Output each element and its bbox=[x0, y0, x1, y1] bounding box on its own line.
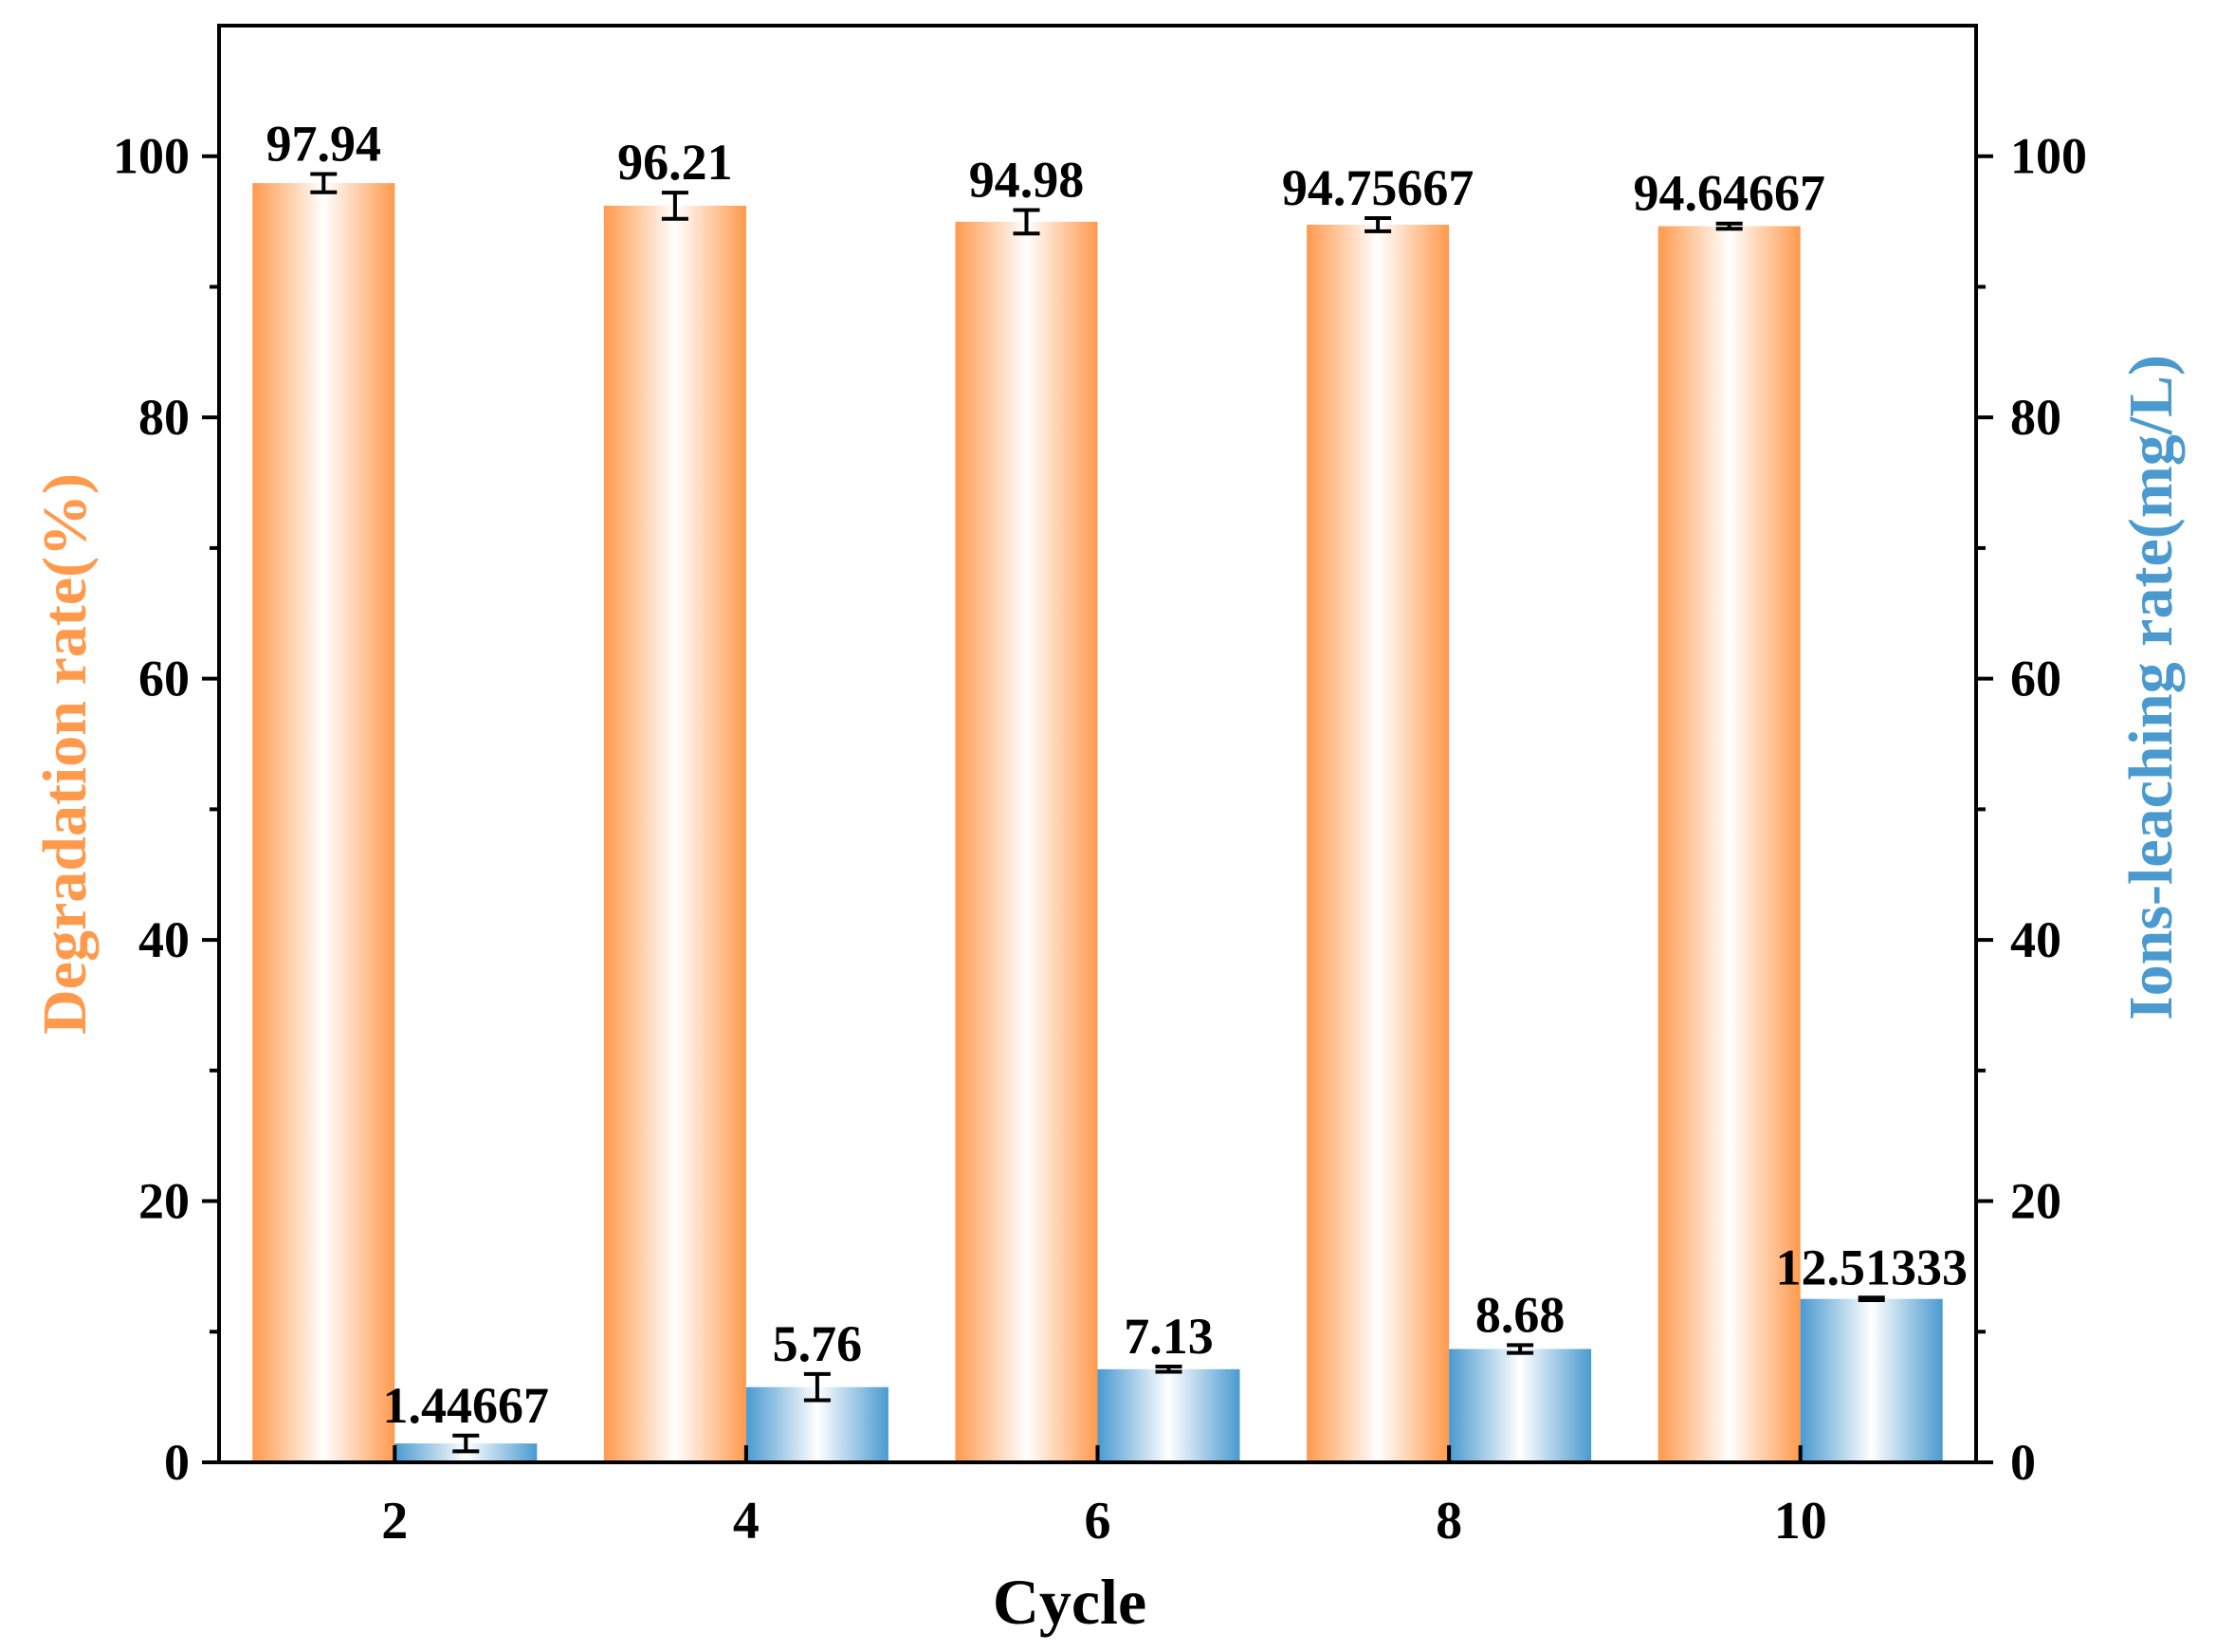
right-axis: 0 20 40 60 80 100 bbox=[1976, 128, 2087, 1491]
x-axis: 2 4 6 8 10 bbox=[381, 1445, 1827, 1551]
left-tick-label: 80 bbox=[138, 389, 190, 446]
degradation-error-bar bbox=[661, 191, 688, 221]
left-axis-label: Degradation rate(%) bbox=[30, 473, 100, 1035]
degradation-error-bar bbox=[310, 172, 338, 194]
leaching-value-label: 5.76 bbox=[773, 1315, 863, 1372]
right-tick-label: 80 bbox=[2010, 389, 2061, 446]
right-axis-label: Ions-leaching rate(mg/L) bbox=[2116, 355, 2186, 1020]
leaching-value-label: 1.44667 bbox=[383, 1377, 550, 1434]
right-tick-label: 100 bbox=[2010, 128, 2087, 185]
leaching-error-bar bbox=[1155, 1365, 1182, 1374]
degradation-bar bbox=[955, 221, 1098, 1463]
degradation-error-bar bbox=[1364, 216, 1392, 233]
left-tick-label: 40 bbox=[138, 911, 190, 968]
right-tick-label: 40 bbox=[2010, 911, 2061, 968]
leaching-error-bar bbox=[452, 1433, 480, 1454]
leaching-bar bbox=[1449, 1349, 1592, 1462]
leaching-bar bbox=[1800, 1298, 1943, 1462]
x-tick-label: 10 bbox=[1774, 1492, 1827, 1551]
leaching-error-bar bbox=[1507, 1343, 1534, 1355]
leaching-value-label: 12.51333 bbox=[1775, 1239, 1968, 1295]
x-tick-label: 6 bbox=[1085, 1492, 1111, 1551]
degradation-bar bbox=[252, 183, 395, 1462]
degradation-error-bar bbox=[1715, 221, 1743, 231]
x-tick-label: 8 bbox=[1436, 1492, 1462, 1551]
degradation-value-label: 94.98 bbox=[969, 151, 1085, 208]
leaching-bar bbox=[1097, 1368, 1240, 1462]
left-tick-label: 100 bbox=[113, 128, 190, 185]
degradation-value-label: 97.94 bbox=[266, 115, 382, 172]
error-bars-layer bbox=[310, 172, 1885, 1454]
degradation-error-bar bbox=[1013, 208, 1040, 236]
leaching-value-label: 7.13 bbox=[1124, 1308, 1214, 1365]
x-tick-label: 2 bbox=[381, 1492, 408, 1551]
degradation-value-label: 94.64667 bbox=[1633, 165, 1825, 222]
leaching-error-bar bbox=[803, 1371, 831, 1403]
leaching-error-bar bbox=[1858, 1295, 1885, 1303]
x-axis-label: Cycle bbox=[993, 1566, 1146, 1638]
left-axis: 0 20 40 60 80 100 bbox=[113, 128, 219, 1491]
right-tick-label: 60 bbox=[2010, 651, 2061, 707]
data-labels-layer: 97.94 1.44667 96.21 5.76 94.98 7.13 94.75667 8.… bbox=[266, 115, 1968, 1433]
leaching-value-label: 8.68 bbox=[1475, 1286, 1566, 1343]
left-tick-label: 60 bbox=[138, 651, 190, 707]
degradation-bar bbox=[1307, 224, 1450, 1462]
x-tick-label: 4 bbox=[733, 1492, 760, 1551]
bars-layer bbox=[252, 183, 1943, 1463]
right-tick-label: 0 bbox=[2010, 1434, 2036, 1491]
right-tick-label: 20 bbox=[2010, 1173, 2061, 1230]
left-tick-label: 20 bbox=[138, 1173, 190, 1230]
degradation-value-label: 94.75667 bbox=[1282, 159, 1474, 216]
degradation-value-label: 96.21 bbox=[617, 134, 733, 191]
degradation-bar bbox=[1657, 226, 1801, 1462]
left-tick-label: 0 bbox=[164, 1434, 190, 1491]
degradation-bar bbox=[603, 205, 746, 1462]
